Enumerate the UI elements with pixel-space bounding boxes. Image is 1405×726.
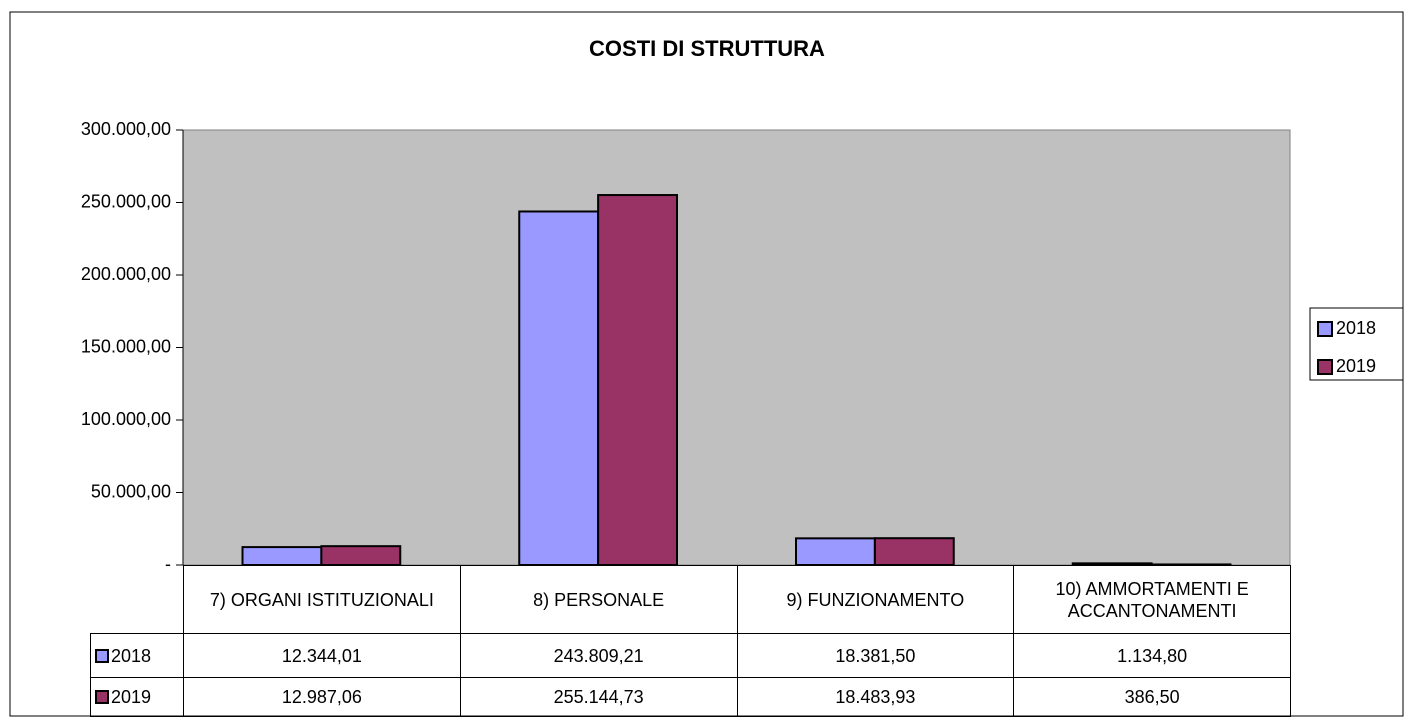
table-value: 255.144,73 bbox=[459, 677, 738, 717]
x-tick-label: 7) ORGANI ISTITUZIONALI bbox=[183, 565, 461, 634]
y-tick-label: 200.000,00 bbox=[81, 264, 171, 284]
table-value: 1.134,80 bbox=[1013, 633, 1291, 678]
bar bbox=[241, 546, 323, 567]
x-tick-label: 8) PERSONALE bbox=[459, 565, 738, 634]
table-value: 12.344,01 bbox=[183, 633, 461, 678]
chart-title: COSTI DI STRUTTURA bbox=[589, 36, 825, 61]
table-series-label: 2018 bbox=[90, 633, 184, 678]
table-value: 18.381,50 bbox=[736, 633, 1015, 678]
bar bbox=[320, 545, 402, 566]
y-tick-label: - bbox=[165, 554, 171, 574]
series-name: 2018 bbox=[111, 645, 152, 666]
table-value: 243.809,21 bbox=[459, 633, 738, 678]
bar bbox=[873, 537, 955, 567]
bar bbox=[597, 194, 678, 567]
legend-key bbox=[1317, 359, 1333, 375]
table-series-label: 2019 bbox=[90, 677, 184, 717]
legend-key bbox=[95, 648, 109, 663]
plot-area bbox=[182, 129, 1291, 566]
x-tick-label: 9) FUNZIONAMENTO bbox=[736, 565, 1015, 634]
x-tick-label: 10) AMMORTAMENTI E ACCANTONAMENTI bbox=[1013, 565, 1291, 634]
table-value: 12.987,06 bbox=[183, 677, 461, 717]
y-tick-label: 300.000,00 bbox=[81, 119, 171, 139]
legend-label: 2019 bbox=[1336, 356, 1376, 376]
table-value: 386,50 bbox=[1013, 677, 1291, 717]
series-name: 2019 bbox=[111, 687, 152, 707]
legend-key bbox=[95, 690, 109, 704]
table-value: 18.483,93 bbox=[736, 677, 1015, 717]
legend-label: 2018 bbox=[1336, 318, 1376, 338]
y-tick-label: 100.000,00 bbox=[81, 409, 171, 429]
y-tick-label: 150.000,00 bbox=[81, 336, 171, 356]
bar bbox=[795, 537, 876, 566]
y-tick-label: 50.000,00 bbox=[91, 481, 171, 501]
bar bbox=[518, 210, 600, 566]
y-tick-label: 250.000,00 bbox=[81, 191, 171, 211]
legend-key bbox=[1317, 321, 1333, 337]
